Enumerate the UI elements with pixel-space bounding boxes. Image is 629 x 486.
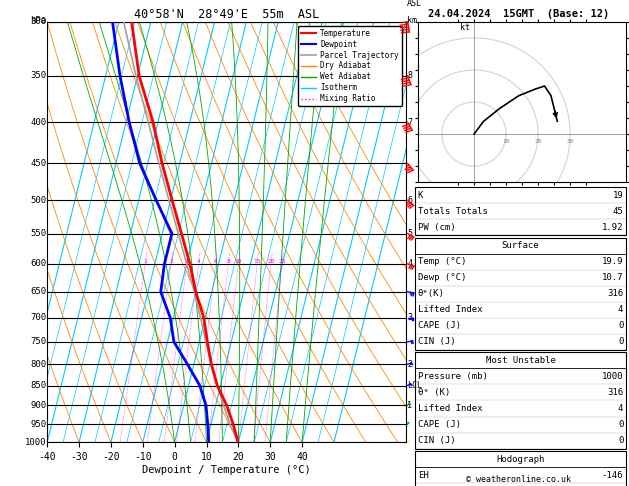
- Text: 0: 0: [618, 436, 623, 445]
- Text: Pressure (mb): Pressure (mb): [418, 372, 487, 381]
- Text: 6: 6: [214, 259, 218, 264]
- Text: 316: 316: [607, 289, 623, 298]
- Text: 350: 350: [30, 71, 46, 80]
- Text: 8: 8: [226, 259, 230, 264]
- Text: 1: 1: [143, 259, 147, 264]
- Text: hPa: hPa: [30, 17, 46, 25]
- Text: Totals Totals: Totals Totals: [418, 207, 487, 216]
- Text: 0: 0: [618, 337, 623, 347]
- Text: 7: 7: [408, 118, 412, 127]
- Text: Dewp (°C): Dewp (°C): [418, 273, 466, 282]
- Title: 40°58'N  28°49'E  55m  ASL: 40°58'N 28°49'E 55m ASL: [134, 8, 319, 21]
- Text: 20: 20: [267, 259, 275, 264]
- Text: 6: 6: [408, 196, 412, 205]
- Text: 10: 10: [503, 139, 509, 144]
- Text: 700: 700: [30, 313, 46, 322]
- Text: 850: 850: [30, 381, 46, 390]
- Text: 4: 4: [618, 404, 623, 413]
- Text: 950: 950: [30, 420, 46, 429]
- Legend: Temperature, Dewpoint, Parcel Trajectory, Dry Adiabat, Wet Adiabat, Isotherm, Mi: Temperature, Dewpoint, Parcel Trajectory…: [298, 26, 402, 106]
- Text: 20: 20: [535, 139, 542, 144]
- Text: K: K: [418, 191, 423, 200]
- Text: 900: 900: [30, 401, 46, 410]
- Text: CIN (J): CIN (J): [418, 436, 455, 445]
- Text: 3: 3: [185, 259, 189, 264]
- Text: 0: 0: [618, 321, 623, 330]
- Text: 10.7: 10.7: [602, 273, 623, 282]
- Text: 450: 450: [30, 159, 46, 168]
- Text: 4: 4: [197, 259, 201, 264]
- Text: 600: 600: [30, 260, 46, 268]
- Text: 1: 1: [408, 401, 412, 410]
- Text: 8: 8: [408, 71, 412, 80]
- Text: Temp (°C): Temp (°C): [418, 257, 466, 266]
- Text: Most Unstable: Most Unstable: [486, 356, 555, 365]
- Text: 25: 25: [278, 259, 286, 264]
- Text: 2: 2: [408, 360, 412, 369]
- Text: kt: kt: [460, 23, 469, 33]
- Text: θᵉ(K): θᵉ(K): [418, 289, 445, 298]
- Text: LCL: LCL: [408, 381, 422, 390]
- Text: 10: 10: [235, 259, 242, 264]
- Text: 1000: 1000: [602, 372, 623, 381]
- Text: 45: 45: [613, 207, 623, 216]
- Text: km: km: [408, 17, 417, 25]
- Text: 550: 550: [30, 229, 46, 238]
- Text: 800: 800: [30, 360, 46, 369]
- Text: 4: 4: [408, 260, 412, 268]
- Text: CAPE (J): CAPE (J): [418, 321, 460, 330]
- Text: 316: 316: [607, 388, 623, 397]
- Text: Surface: Surface: [502, 241, 539, 250]
- Text: Lifted Index: Lifted Index: [418, 305, 482, 314]
- Text: 400: 400: [30, 118, 46, 127]
- Text: 1.92: 1.92: [602, 223, 623, 232]
- Text: 650: 650: [30, 287, 46, 296]
- Text: PW (cm): PW (cm): [418, 223, 455, 232]
- Text: EH: EH: [418, 470, 428, 480]
- Text: Lifted Index: Lifted Index: [418, 404, 482, 413]
- Text: 19: 19: [613, 191, 623, 200]
- Text: 300: 300: [30, 17, 46, 26]
- Text: 4: 4: [618, 305, 623, 314]
- Text: 24.04.2024  15GMT  (Base: 12): 24.04.2024 15GMT (Base: 12): [428, 9, 610, 19]
- Text: 3: 3: [408, 313, 412, 322]
- Text: © weatheronline.co.uk: © weatheronline.co.uk: [467, 474, 571, 484]
- Text: 5: 5: [408, 229, 412, 238]
- Text: -146: -146: [602, 470, 623, 480]
- Text: 15: 15: [253, 259, 261, 264]
- Text: 19.9: 19.9: [602, 257, 623, 266]
- X-axis label: Dewpoint / Temperature (°C): Dewpoint / Temperature (°C): [142, 465, 311, 475]
- Text: 0: 0: [618, 420, 623, 429]
- Text: 750: 750: [30, 337, 46, 347]
- Text: CIN (J): CIN (J): [418, 337, 455, 347]
- Text: 30: 30: [567, 139, 574, 144]
- Text: 500: 500: [30, 196, 46, 205]
- Text: Hodograph: Hodograph: [496, 454, 545, 464]
- Text: 2: 2: [169, 259, 173, 264]
- Text: ASL: ASL: [408, 0, 422, 8]
- Text: 1000: 1000: [25, 438, 46, 447]
- Text: CAPE (J): CAPE (J): [418, 420, 460, 429]
- Text: θᵉ (K): θᵉ (K): [418, 388, 450, 397]
